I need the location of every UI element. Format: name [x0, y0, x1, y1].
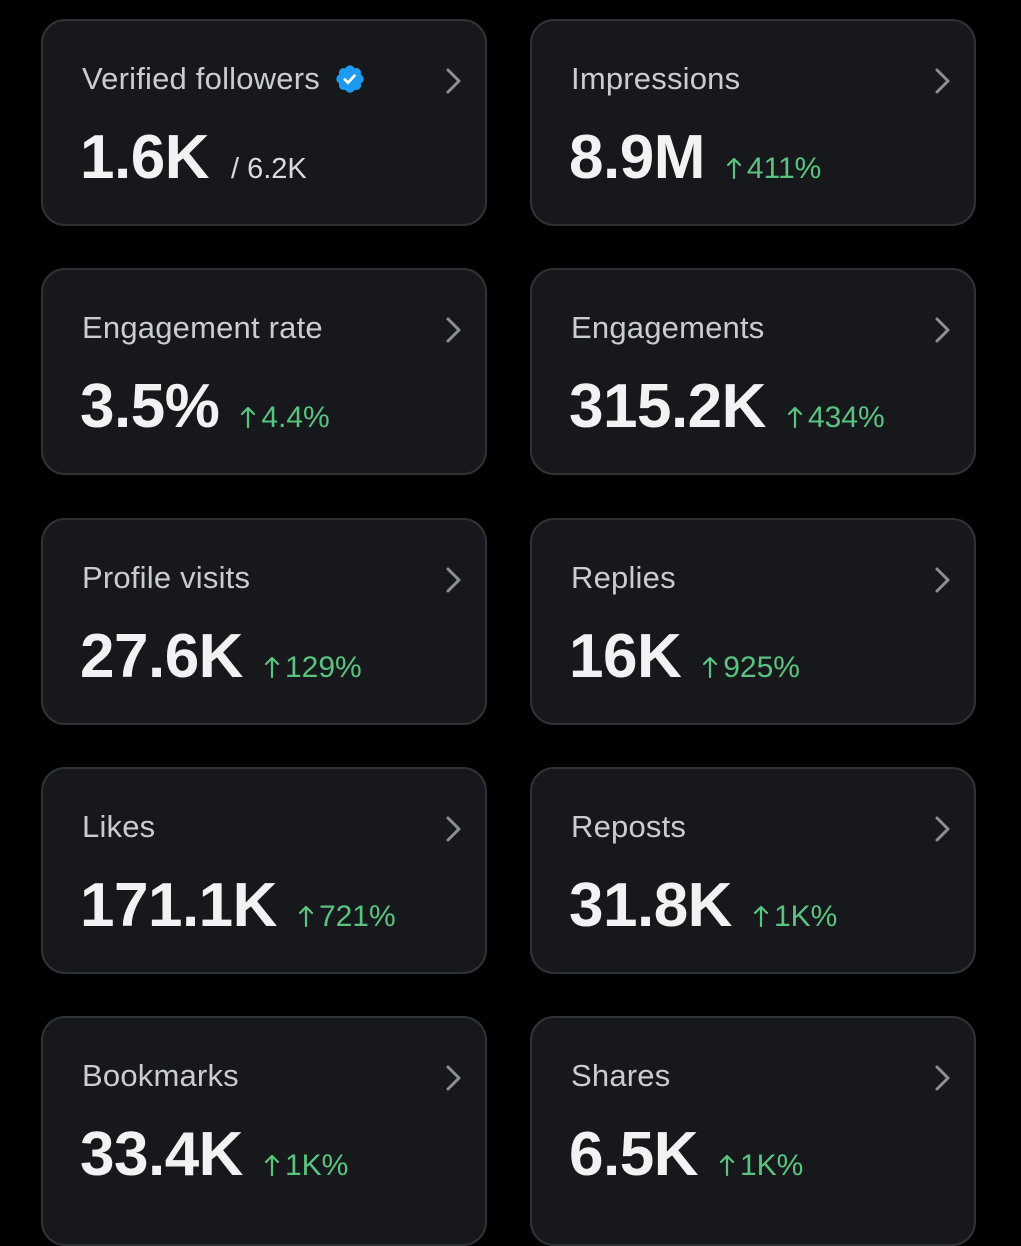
metric-delta-value: 721% [318, 900, 396, 933]
metric-delta-value: 1K% [739, 1149, 804, 1182]
chevron-right-icon[interactable] [443, 1064, 465, 1092]
metric-delta: 434% [786, 401, 885, 435]
metric-card-engagement-rate[interactable]: Engagement rate 3.5% 4.4% [41, 268, 487, 475]
chevron-right-icon[interactable] [443, 566, 465, 594]
metric-delta-value: 1K% [284, 1149, 349, 1182]
card-title: Shares [571, 1058, 671, 1093]
arrow-up-icon [753, 905, 769, 928]
metric-card-likes[interactable]: Likes 171.1K 721% [41, 767, 487, 974]
chevron-right-icon[interactable] [443, 316, 465, 344]
metric-delta: 411% [725, 152, 822, 186]
metric-value: 6.5K [569, 1120, 698, 1189]
card-title: Engagements [571, 310, 765, 345]
metric-value-row: 171.1K 721% [80, 875, 396, 937]
metric-value-row: 315.2K 434% [569, 376, 885, 438]
arrow-up-icon [787, 406, 803, 429]
metric-delta-value: 411% [746, 152, 822, 185]
metric-delta-value: 129% [284, 651, 362, 684]
metric-value: 1.6K [80, 123, 209, 192]
metric-delta: 1K% [263, 1149, 348, 1183]
card-title: Likes [82, 809, 156, 844]
arrow-up-icon [264, 1154, 280, 1177]
metric-value-row: 3.5% 4.4% [80, 376, 330, 438]
metric-value-row: 16K 925% [569, 626, 800, 688]
metric-delta-value: 925% [723, 651, 800, 684]
metric-value: 171.1K [80, 871, 277, 940]
arrow-up-icon [703, 656, 718, 679]
card-title: Replies [571, 560, 676, 595]
metric-card-bookmarks[interactable]: Bookmarks 33.4K 1K% [41, 1016, 487, 1246]
analytics-grid: Verified followers 1.6K / 6.2K Impressio… [41, 19, 976, 1246]
verified-badge-icon [334, 63, 366, 95]
chevron-right-icon[interactable] [932, 1064, 954, 1092]
metric-value-row: 27.6K 129% [80, 626, 362, 688]
metric-value: 8.9M [569, 123, 705, 192]
arrow-up-icon [726, 157, 741, 180]
metric-value: 31.8K [569, 871, 732, 940]
metric-value-row: 1.6K / 6.2K [80, 127, 307, 189]
metric-delta: 1K% [718, 1149, 803, 1183]
card-title: Verified followers [82, 61, 366, 97]
metric-delta-value: 4.4% [261, 401, 330, 434]
metric-value: 3.5% [80, 372, 220, 441]
metric-card-reposts[interactable]: Reposts 31.8K 1K% [530, 767, 976, 974]
metric-value-row: 31.8K 1K% [569, 875, 837, 937]
card-title: Reposts [571, 809, 687, 844]
chevron-right-icon[interactable] [932, 67, 954, 95]
metric-total: / 6.2K [230, 153, 307, 185]
chevron-right-icon[interactable] [443, 67, 465, 95]
metric-card-engagements[interactable]: Engagements 315.2K 434% [530, 268, 976, 475]
metric-delta-value: 1K% [773, 900, 838, 933]
metric-value-row: 8.9M 411% [569, 127, 821, 189]
metric-value: 33.4K [80, 1120, 243, 1189]
metric-delta: 925% [701, 651, 800, 685]
arrow-up-icon [719, 1154, 735, 1177]
metric-delta: 721% [297, 900, 396, 934]
metric-value: 27.6K [80, 622, 243, 691]
metric-card-impressions[interactable]: Impressions 8.9M 411% [530, 19, 976, 226]
chevron-right-icon[interactable] [443, 815, 465, 843]
card-title: Impressions [571, 61, 741, 96]
arrow-up-icon [298, 905, 314, 928]
metric-card-replies[interactable]: Replies 16K 925% [530, 518, 976, 725]
card-title-text: Verified followers [82, 61, 320, 96]
metric-value: 16K [569, 622, 682, 691]
metric-delta: 4.4% [239, 401, 330, 435]
metric-delta: 129% [263, 651, 362, 685]
metric-value-row: 33.4K 1K% [80, 1124, 348, 1186]
metric-delta-value: 434% [807, 401, 885, 434]
chevron-right-icon[interactable] [932, 316, 954, 344]
card-title: Profile visits [82, 560, 251, 595]
metric-card-profile-visits[interactable]: Profile visits 27.6K 129% [41, 518, 487, 725]
metric-delta: 1K% [752, 900, 837, 934]
metric-card-verified-followers[interactable]: Verified followers 1.6K / 6.2K [41, 19, 487, 226]
card-title: Engagement rate [82, 310, 323, 345]
metric-value: 315.2K [569, 372, 766, 441]
chevron-right-icon[interactable] [932, 815, 954, 843]
arrow-up-icon [241, 406, 256, 429]
metric-card-shares[interactable]: Shares 6.5K 1K% [530, 1016, 976, 1246]
chevron-right-icon[interactable] [932, 566, 954, 594]
arrow-up-icon [264, 656, 280, 679]
card-title: Bookmarks [82, 1058, 239, 1093]
metric-value-row: 6.5K 1K% [569, 1124, 803, 1186]
